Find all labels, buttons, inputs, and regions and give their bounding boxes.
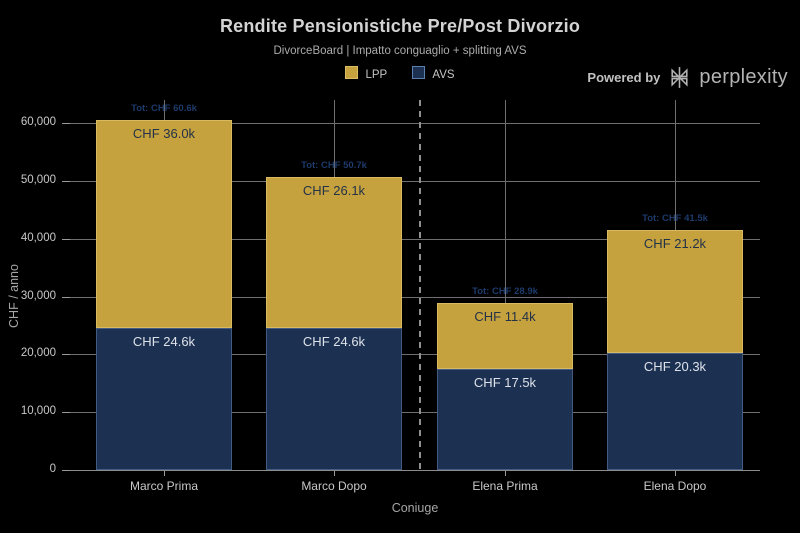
bar-segment-label-avs: CHF 17.5k bbox=[473, 374, 537, 390]
chart-subtitle: DivorceBoard | Impatto conguaglio + spli… bbox=[273, 45, 527, 57]
y-tick bbox=[62, 123, 70, 124]
x-tick-label: Elena Dopo bbox=[643, 479, 707, 493]
chart-title: Rendite Pensionistiche Pre/Post Divorzio bbox=[219, 16, 581, 36]
y-tick bbox=[62, 296, 70, 298]
y-gridline bbox=[70, 238, 760, 240]
y-tick bbox=[62, 180, 70, 182]
legend-item-avs: AVS bbox=[412, 66, 455, 81]
legend-swatch-avs bbox=[412, 66, 426, 79]
y-tick-label: 40,000 bbox=[20, 231, 56, 244]
perplexity-logo-icon bbox=[671, 66, 688, 88]
bar-segment-avs bbox=[96, 327, 232, 470]
powered-by: Powered by perplexity bbox=[587, 63, 788, 91]
y-gridline bbox=[70, 180, 760, 182]
bar-segment-avs bbox=[607, 352, 743, 470]
bar-segment-label-lpp: CHF 26.1k bbox=[302, 182, 366, 198]
bar-segment-lpp bbox=[437, 302, 573, 369]
category-gridline bbox=[505, 100, 506, 470]
y-tick-label: 20,000 bbox=[20, 347, 56, 360]
group-separator-line bbox=[418, 100, 421, 470]
legend-label-lpp: LPP bbox=[365, 69, 388, 81]
y-tick-label: 60,000 bbox=[20, 116, 56, 128]
bar-total-label: Tot: CHF 41.5k bbox=[642, 212, 708, 224]
chart-legend: LPP AVS bbox=[0, 66, 800, 81]
bar-total-label: Tot: CHF 60.6k bbox=[131, 102, 197, 114]
bar-segment-lpp bbox=[96, 119, 232, 328]
x-tick-label: Marco Prima bbox=[129, 479, 198, 493]
legend-label-avs: AVS bbox=[432, 69, 455, 81]
y-tick bbox=[62, 470, 70, 471]
bar-segment-lpp bbox=[607, 229, 743, 353]
bar-segment-avs bbox=[437, 368, 573, 470]
y-tick bbox=[62, 354, 70, 356]
y-tick-label: 0 bbox=[49, 463, 56, 475]
y-tick bbox=[62, 238, 70, 240]
bar-segment-avs bbox=[266, 327, 402, 470]
bar-segment-label-avs: CHF 24.6k bbox=[132, 333, 196, 349]
y-gridline bbox=[70, 123, 760, 124]
legend-item-lpp: LPP bbox=[345, 66, 387, 81]
y-gridline bbox=[70, 296, 760, 298]
y-tick bbox=[62, 412, 70, 414]
y-tick-label: 10,000 bbox=[20, 405, 56, 418]
bar-segment-label-lpp: CHF 36.0k bbox=[132, 125, 196, 141]
y-tick-label: 50,000 bbox=[20, 173, 56, 186]
y-gridline bbox=[70, 412, 760, 414]
x-tick bbox=[334, 470, 335, 476]
x-tick bbox=[675, 470, 676, 476]
powered-by-text: Powered by bbox=[587, 69, 661, 85]
y-tick-label: 30,000 bbox=[20, 289, 56, 302]
legend-swatch-lpp bbox=[345, 66, 359, 79]
bar-segment-lpp bbox=[266, 176, 402, 328]
bar-total-label: Tot: CHF 28.9k bbox=[472, 285, 538, 297]
bar-segment-label-avs: CHF 20.3k bbox=[643, 358, 707, 374]
x-tick-label: Elena Prima bbox=[472, 479, 538, 493]
x-tick-label: Marco Dopo bbox=[301, 479, 367, 493]
bar-total-label: Tot: CHF 50.7k bbox=[301, 159, 367, 171]
x-tick bbox=[505, 470, 506, 476]
bar-segment-label-lpp: CHF 21.2k bbox=[643, 235, 707, 251]
y-gridline bbox=[70, 354, 760, 356]
bar-segment-label-lpp: CHF 11.4k bbox=[474, 308, 536, 324]
x-axis-line bbox=[70, 470, 760, 471]
x-axis-title: Coniuge bbox=[391, 501, 439, 515]
bar-segment-label-avs: CHF 24.6k bbox=[302, 333, 366, 349]
x-tick bbox=[164, 470, 165, 476]
brand-name: perplexity bbox=[699, 65, 788, 88]
